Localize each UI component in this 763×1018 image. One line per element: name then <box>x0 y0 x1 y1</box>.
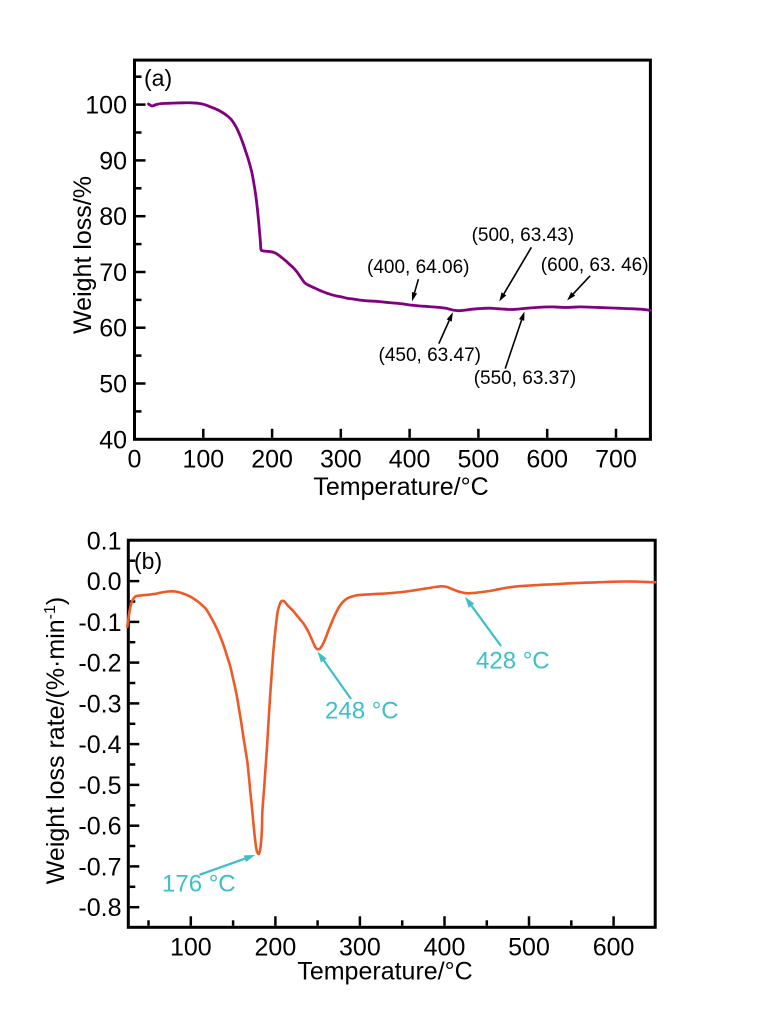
svg-text:90: 90 <box>99 147 127 175</box>
svg-text:176 °C: 176 °C <box>162 871 236 898</box>
svg-text:Weight loss rate/(%·min-1): Weight loss rate/(%·min-1) <box>42 597 70 884</box>
svg-text:-0.6: -0.6 <box>78 813 121 841</box>
svg-text:60: 60 <box>99 315 127 343</box>
svg-text:600: 600 <box>593 934 635 962</box>
svg-text:Temperature/°C: Temperature/°C <box>313 473 488 501</box>
svg-text:(400, 64.06): (400, 64.06) <box>367 257 469 278</box>
svg-text:248 °C: 248 °C <box>325 698 399 725</box>
svg-text:Weight loss/%: Weight loss/% <box>69 176 97 334</box>
svg-text:400: 400 <box>389 446 431 474</box>
svg-text:0.1: 0.1 <box>87 527 122 555</box>
svg-text:70: 70 <box>99 259 127 287</box>
svg-text:40: 40 <box>99 426 127 454</box>
svg-text:0.0: 0.0 <box>87 568 122 596</box>
svg-text:-0.2: -0.2 <box>78 650 121 678</box>
svg-text:50: 50 <box>99 371 127 399</box>
svg-text:Temperature/°C: Temperature/°C <box>297 958 472 986</box>
svg-text:80: 80 <box>99 203 127 231</box>
svg-text:-0.4: -0.4 <box>78 731 121 759</box>
svg-text:-0.8: -0.8 <box>78 894 121 922</box>
svg-text:-0.3: -0.3 <box>78 690 121 718</box>
svg-text:(a): (a) <box>144 65 172 91</box>
svg-text:200: 200 <box>251 446 293 474</box>
svg-text:100: 100 <box>182 446 224 474</box>
svg-text:400: 400 <box>424 934 466 962</box>
svg-text:(550, 63.37): (550, 63.37) <box>474 368 576 389</box>
svg-text:(450, 63.47): (450, 63.47) <box>379 345 481 366</box>
svg-text:(500, 63.43): (500, 63.43) <box>472 225 574 246</box>
svg-text:300: 300 <box>339 934 381 962</box>
svg-text:100: 100 <box>85 92 127 120</box>
svg-text:300: 300 <box>320 446 362 474</box>
svg-text:428 °C: 428 °C <box>476 648 550 675</box>
svg-text:700: 700 <box>595 446 637 474</box>
svg-text:500: 500 <box>508 934 550 962</box>
svg-text:100: 100 <box>170 934 212 962</box>
svg-text:(b): (b) <box>134 548 162 574</box>
svg-text:0: 0 <box>128 446 142 474</box>
svg-text:-0.1: -0.1 <box>78 609 121 637</box>
svg-text:500: 500 <box>458 446 500 474</box>
svg-text:200: 200 <box>255 934 297 962</box>
svg-text:600: 600 <box>526 446 568 474</box>
svg-text:-0.5: -0.5 <box>78 772 121 800</box>
svg-text:-0.7: -0.7 <box>78 853 121 881</box>
svg-text:(600, 63. 46): (600, 63. 46) <box>541 255 649 276</box>
